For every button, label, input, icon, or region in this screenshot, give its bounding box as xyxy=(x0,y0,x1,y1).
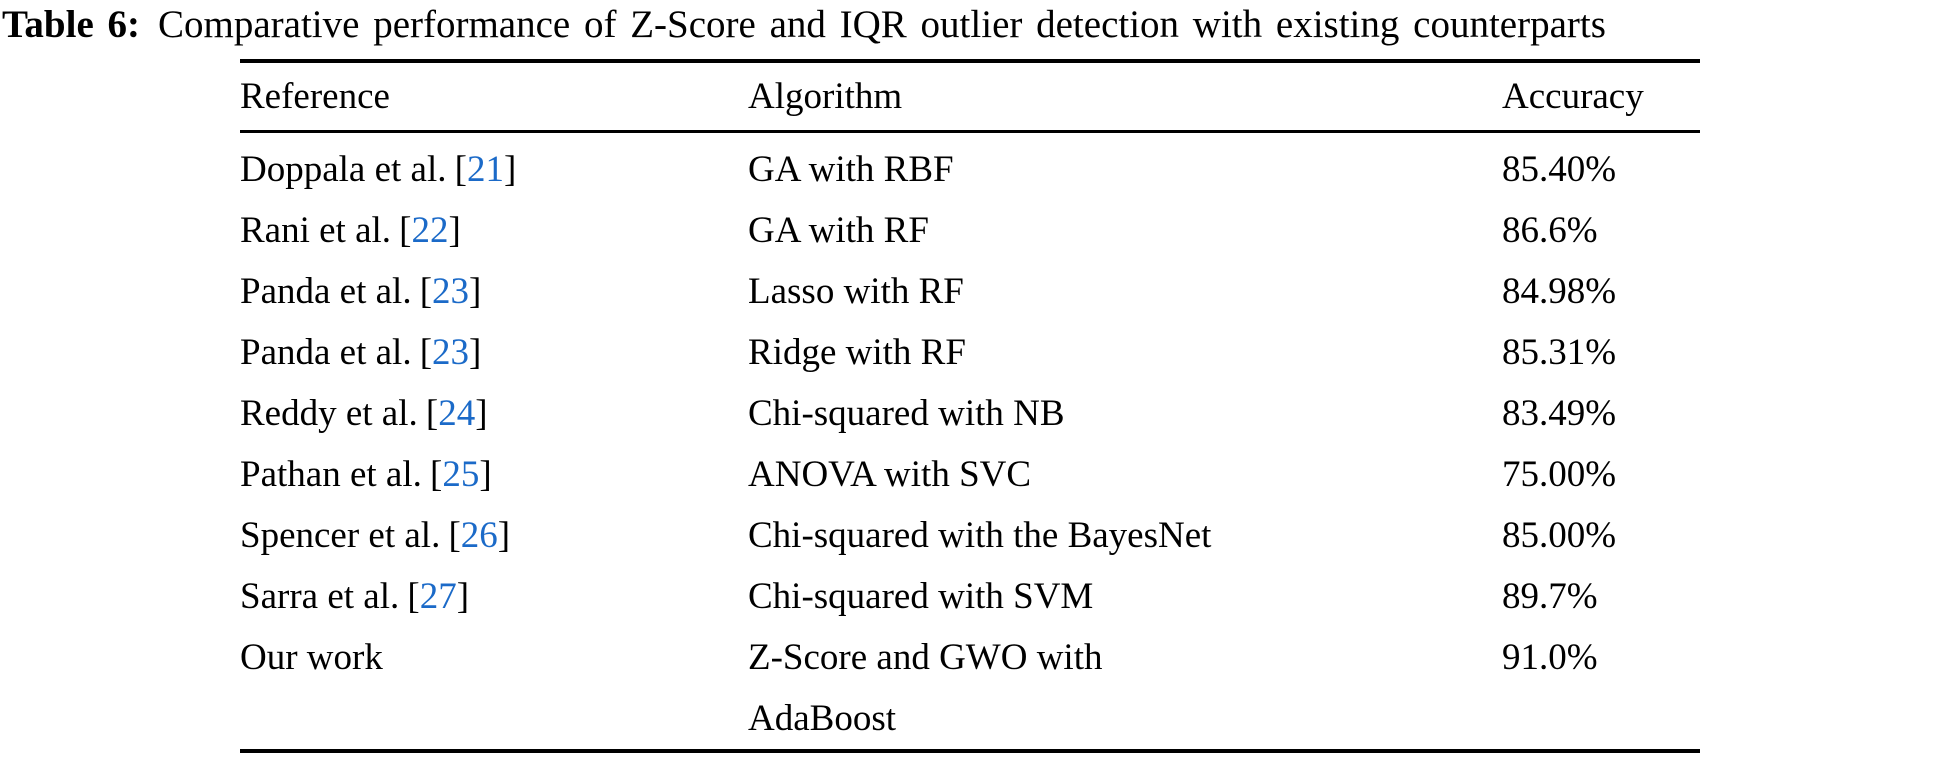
algorithm-cell: Lasso with RF xyxy=(748,270,964,312)
citation-bracket-close: ] xyxy=(456,575,470,617)
table-row: Pathan et al. [25] ANOVA with SVC 75.00% xyxy=(240,444,1700,505)
table-row: Spencer et al. [26] Chi-squared with the … xyxy=(240,505,1700,566)
accuracy-cell: 89.7% xyxy=(1502,575,1598,617)
reference-cell: Sarra et al. [27] xyxy=(240,566,748,627)
algorithm-cell: GA with RBF xyxy=(748,148,954,190)
table-body: Doppala et al. [21] GA with RBF 85.40% Ra… xyxy=(240,131,1700,751)
citation: [23] xyxy=(420,271,482,312)
citation-link-23[interactable]: 23 xyxy=(432,270,470,312)
table-row: Rani et al. [22] GA with RF 86.6% xyxy=(240,200,1700,261)
citation-bracket-close: ] xyxy=(497,514,511,556)
citation-bracket-close: ] xyxy=(469,331,482,373)
citation-link-25[interactable]: 25 xyxy=(442,453,480,495)
accuracy-cell: 83.49% xyxy=(1502,392,1617,434)
column-header-algorithm: Algorithm xyxy=(748,61,1502,133)
algorithm-cell: Z-Score and GWO with AdaBoost xyxy=(748,627,1502,751)
table-row: Our work Z-Score and GWO with AdaBoost 9… xyxy=(240,627,1700,751)
citation-link-24[interactable]: 24 xyxy=(438,392,476,434)
accuracy-cell: 84.98% xyxy=(1502,270,1617,312)
citation: [23] xyxy=(420,332,482,373)
reference-text: Sarra et al. xyxy=(240,575,400,617)
accuracy-cell: 85.31% xyxy=(1502,331,1617,373)
accuracy-cell: 86.6% xyxy=(1502,209,1598,251)
table-row: Doppala et al. [21] GA with RBF 85.40% xyxy=(240,131,1700,200)
reference-text: Pathan et al. xyxy=(240,453,422,495)
algorithm-cell: Chi-squared with the BayesNet xyxy=(748,514,1212,556)
citation-bracket-open: [ xyxy=(407,575,420,617)
algorithm-cell: GA with RF xyxy=(748,209,929,251)
reference-text: Doppala et al. xyxy=(240,148,447,190)
citation-bracket-open: [ xyxy=(419,270,433,312)
accuracy-cell: 85.40% xyxy=(1502,148,1617,190)
comparison-table: Reference Algorithm Accuracy Doppala et … xyxy=(240,59,1700,753)
citation: [25] xyxy=(430,454,492,495)
citation-link-21[interactable]: 21 xyxy=(466,148,504,190)
citation-bracket-open: [ xyxy=(429,453,443,495)
reference-cell: Doppala et al. [21] xyxy=(240,131,748,200)
citation: [26] xyxy=(448,515,510,556)
algorithm-line-2: AdaBoost xyxy=(748,697,896,739)
table-row: Panda et al. [23] Lasso with RF 84.98% xyxy=(240,261,1700,322)
citation-link-26[interactable]: 26 xyxy=(460,514,498,556)
table-caption-label: Table 6: xyxy=(2,3,141,46)
reference-cell: Rani et al. [22] xyxy=(240,200,748,261)
citation-link-22[interactable]: 22 xyxy=(411,209,449,251)
citation-link-27[interactable]: 27 xyxy=(419,575,457,617)
algorithm-cell: Chi-squared with NB xyxy=(748,392,1065,434)
reference-cell: Reddy et al. [24] xyxy=(240,383,748,444)
reference-cell: Spencer et al. [26] xyxy=(240,505,748,566)
citation-bracket-open: [ xyxy=(425,392,439,434)
accuracy-cell: 85.00% xyxy=(1502,514,1617,556)
table-row: Reddy et al. [24] Chi-squared with NB 83.… xyxy=(240,383,1700,444)
citation-bracket-close: ] xyxy=(469,270,482,312)
citation-bracket-close: ] xyxy=(503,148,517,190)
citation: [21] xyxy=(455,149,517,190)
header-row: Reference Algorithm Accuracy xyxy=(240,61,1700,133)
accuracy-cell: 75.00% xyxy=(1502,453,1617,495)
citation-bracket-close: ] xyxy=(475,392,488,434)
table-caption: Table 6: Comparative performance of Z-Sco… xyxy=(2,0,1606,50)
citation: [27] xyxy=(407,576,469,617)
reference-cell: Panda et al. [23] xyxy=(240,322,748,383)
column-header-reference: Reference xyxy=(240,61,748,133)
citation-bracket-open: [ xyxy=(448,514,461,556)
accuracy-cell: 91.0% xyxy=(1502,636,1598,678)
citation-bracket-open: [ xyxy=(399,209,412,251)
citation-bracket-close: ] xyxy=(479,453,492,495)
citation-bracket-close: ] xyxy=(448,209,461,251)
algorithm-cell: Ridge with RF xyxy=(748,331,966,373)
table-header: Reference Algorithm Accuracy xyxy=(240,61,1700,133)
algorithm-cell: ANOVA with SVC xyxy=(748,453,1032,495)
reference-cell: Our work xyxy=(240,636,383,678)
citation: [24] xyxy=(426,393,488,434)
citation: [22] xyxy=(399,210,461,251)
citation-bracket-open: [ xyxy=(419,331,433,373)
reference-cell: Panda et al. [23] xyxy=(240,261,748,322)
citation-bracket-open: [ xyxy=(454,148,467,190)
table-caption-text: Comparative performance of Z-Score and I… xyxy=(158,3,1606,46)
citation-link-23b[interactable]: 23 xyxy=(432,331,470,373)
column-header-accuracy: Accuracy xyxy=(1502,61,1700,133)
algorithm-line-1: Z-Score and GWO with xyxy=(748,636,1103,678)
table-row: Sarra et al. [27] Chi-squared with SVM 89… xyxy=(240,566,1700,627)
algorithm-cell: Chi-squared with SVM xyxy=(748,575,1094,617)
reference-text: Rani et al. xyxy=(240,209,392,251)
reference-text: Spencer et al. xyxy=(240,514,441,556)
table-row: Panda et al. [23] Ridge with RF 85.31% xyxy=(240,322,1700,383)
reference-cell: Pathan et al. [25] xyxy=(240,444,748,505)
reference-text: Reddy et al. xyxy=(240,392,418,434)
reference-text: Panda et al. xyxy=(240,331,412,373)
reference-text: Panda et al. xyxy=(240,270,412,312)
